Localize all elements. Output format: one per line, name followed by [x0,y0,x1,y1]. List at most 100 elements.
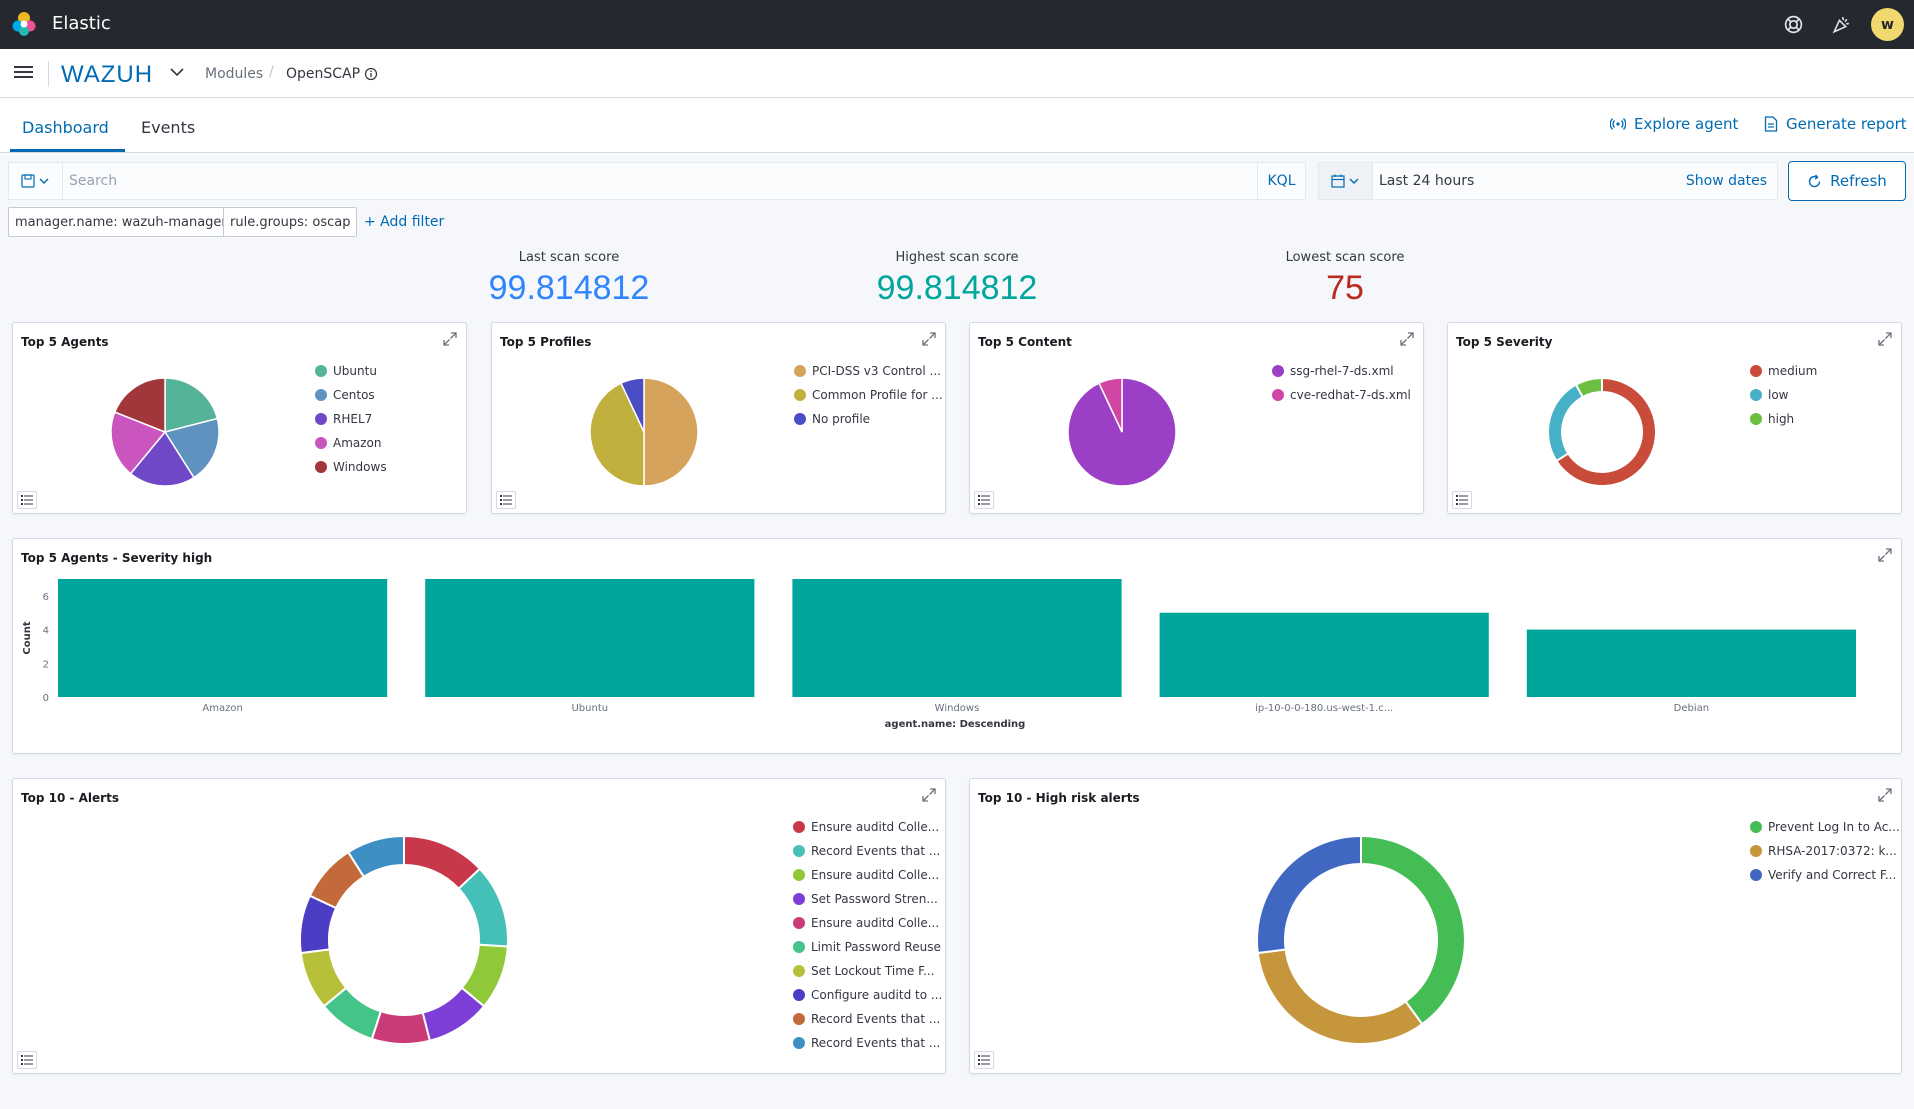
user-avatar[interactable]: w [1871,8,1904,41]
x-tick-label: ip-10-0-0-180.us-west-1.c... [1255,703,1393,714]
pie-slice[interactable] [163,417,220,479]
date-range-text[interactable]: Last 24 hours [1379,173,1475,189]
pie-slice[interactable] [1360,834,1466,1026]
legend-toggle-icon[interactable] [17,1051,37,1069]
legend-item[interactable]: Set Lockout Time F... [793,959,942,983]
expand-icon[interactable] [1877,331,1893,347]
pie-slice[interactable] [346,834,405,879]
bar[interactable] [58,579,388,697]
pie-slice[interactable] [1555,376,1657,487]
header-divider [48,61,49,87]
search-input[interactable] [69,171,1169,191]
pie-slice[interactable] [370,1010,432,1045]
legend-item[interactable]: Record Events that ... [793,839,942,863]
legend-item[interactable]: RHSA-2017:0372: k... [1750,839,1900,863]
legend-label: high [1768,412,1795,426]
legend-item[interactable]: Centos [315,383,387,407]
expand-icon[interactable] [921,331,937,347]
kql-toggle[interactable]: KQL [1257,163,1305,199]
legend-item[interactable]: ssg-rhel-7-ds.xml [1272,359,1411,383]
legend-color-swatch [1272,365,1284,377]
expand-icon[interactable] [921,787,937,803]
help-icon[interactable] [1783,14,1804,35]
elastic-logo-icon[interactable] [11,11,37,37]
metric-label: Lowest scan score [1285,250,1405,265]
legend-item[interactable]: cve-redhat-7-ds.xml [1272,383,1411,407]
legend-item[interactable]: Windows [315,455,387,479]
legend-item[interactable]: Limit Password Reuse [793,935,942,959]
newsfeed-icon[interactable] [1831,14,1852,35]
legend-item[interactable]: low [1750,383,1817,407]
pie-slice[interactable] [129,430,195,487]
panel-title: Top 5 Agents - Severity high [21,551,213,565]
legend-item[interactable]: Verify and Correct F... [1750,863,1900,887]
pie-slice[interactable] [1256,948,1424,1045]
expand-icon[interactable] [1877,787,1893,803]
breadcrumb-modules[interactable]: Modules [205,66,264,82]
legend-toggle-icon[interactable] [1452,491,1472,509]
filter-pill-rule-groups[interactable]: rule.groups: oscap [223,207,358,237]
legend-item[interactable]: medium [1750,359,1817,383]
tab-events[interactable]: Events [141,118,196,137]
pie-slice[interactable] [110,411,167,475]
chevron-down-icon[interactable] [168,63,186,81]
expand-icon[interactable] [1399,331,1415,347]
legend-item[interactable]: No profile [794,407,943,431]
add-filter-button[interactable]: + Add filter [364,214,445,230]
breadcrumb-separator: / [269,64,274,80]
legend-color-swatch [794,365,806,377]
legend-item[interactable]: Prevent Log In to Ac... [1750,815,1900,839]
menu-icon[interactable] [14,63,33,83]
app-header: WAZUH Modules / OpenSCAP [0,49,1914,98]
expand-icon[interactable] [442,331,458,347]
bar[interactable] [425,579,755,697]
bar[interactable] [792,579,1122,697]
pie-slice[interactable] [1574,376,1603,399]
saved-queries-button[interactable] [9,163,63,199]
legend-item[interactable]: PCI-DSS v3 Control ... [794,359,943,383]
legend-toggle-icon[interactable] [974,491,994,509]
legend-label: Ensure auditd Colle... [811,868,940,882]
legend-item[interactable]: Ensure auditd Colle... [793,911,942,935]
legend: Prevent Log In to Ac... RHSA-2017:0372: k… [1750,815,1900,887]
breadcrumb-openscap: OpenSCAP [286,66,361,82]
legend-item[interactable]: Configure auditd to ... [793,983,942,1007]
pie-slice[interactable] [620,377,645,433]
legend-item[interactable]: Amazon [315,431,387,455]
generate-report-button[interactable]: Generate report [1764,115,1907,133]
legend-item[interactable]: Ubuntu [315,359,387,383]
pie-slice[interactable] [1098,377,1123,433]
pie-slice[interactable] [1547,383,1585,463]
pie-slice[interactable] [1256,834,1362,955]
legend-item[interactable]: Record Events that ... [793,1007,942,1031]
legend-item[interactable]: Set Password Stren... [793,887,942,911]
metric-label: Last scan score [518,250,620,265]
info-icon[interactable] [364,67,378,81]
refresh-button[interactable]: Refresh [1788,161,1906,201]
quick-select-button[interactable] [1319,163,1373,199]
pie-slice[interactable] [457,867,509,948]
legend-toggle-icon[interactable] [17,491,37,509]
expand-icon[interactable] [1877,547,1893,563]
filter-pill-manager[interactable]: manager.name: wazuh-manager [8,207,234,237]
pie-slice[interactable] [643,377,699,487]
wazuh-logo[interactable]: WAZUH [61,61,154,88]
tab-dashboard[interactable]: Dashboard [22,118,109,137]
pie-slice[interactable] [164,377,219,433]
show-dates-link[interactable]: Show dates [1685,173,1767,189]
x-tick-label: Windows [935,703,980,714]
bar[interactable] [1159,612,1489,697]
legend-item[interactable]: RHEL7 [315,407,387,431]
legend-item[interactable]: Ensure auditd Colle... [793,815,942,839]
explore-agent-button[interactable]: Explore agent [1610,115,1738,133]
legend-item[interactable]: Ensure auditd Colle... [793,863,942,887]
legend-item[interactable]: Common Profile for ... [794,383,943,407]
legend-toggle-icon[interactable] [974,1051,994,1069]
pie-slice[interactable] [113,377,166,434]
pie-slice[interactable] [589,382,645,487]
legend-item[interactable]: high [1750,407,1817,431]
bar[interactable] [1526,629,1856,697]
legend-item[interactable]: Record Events that ... [793,1031,942,1055]
panel-title: Top 10 - High risk alerts [978,791,1140,805]
legend-toggle-icon[interactable] [496,491,516,509]
